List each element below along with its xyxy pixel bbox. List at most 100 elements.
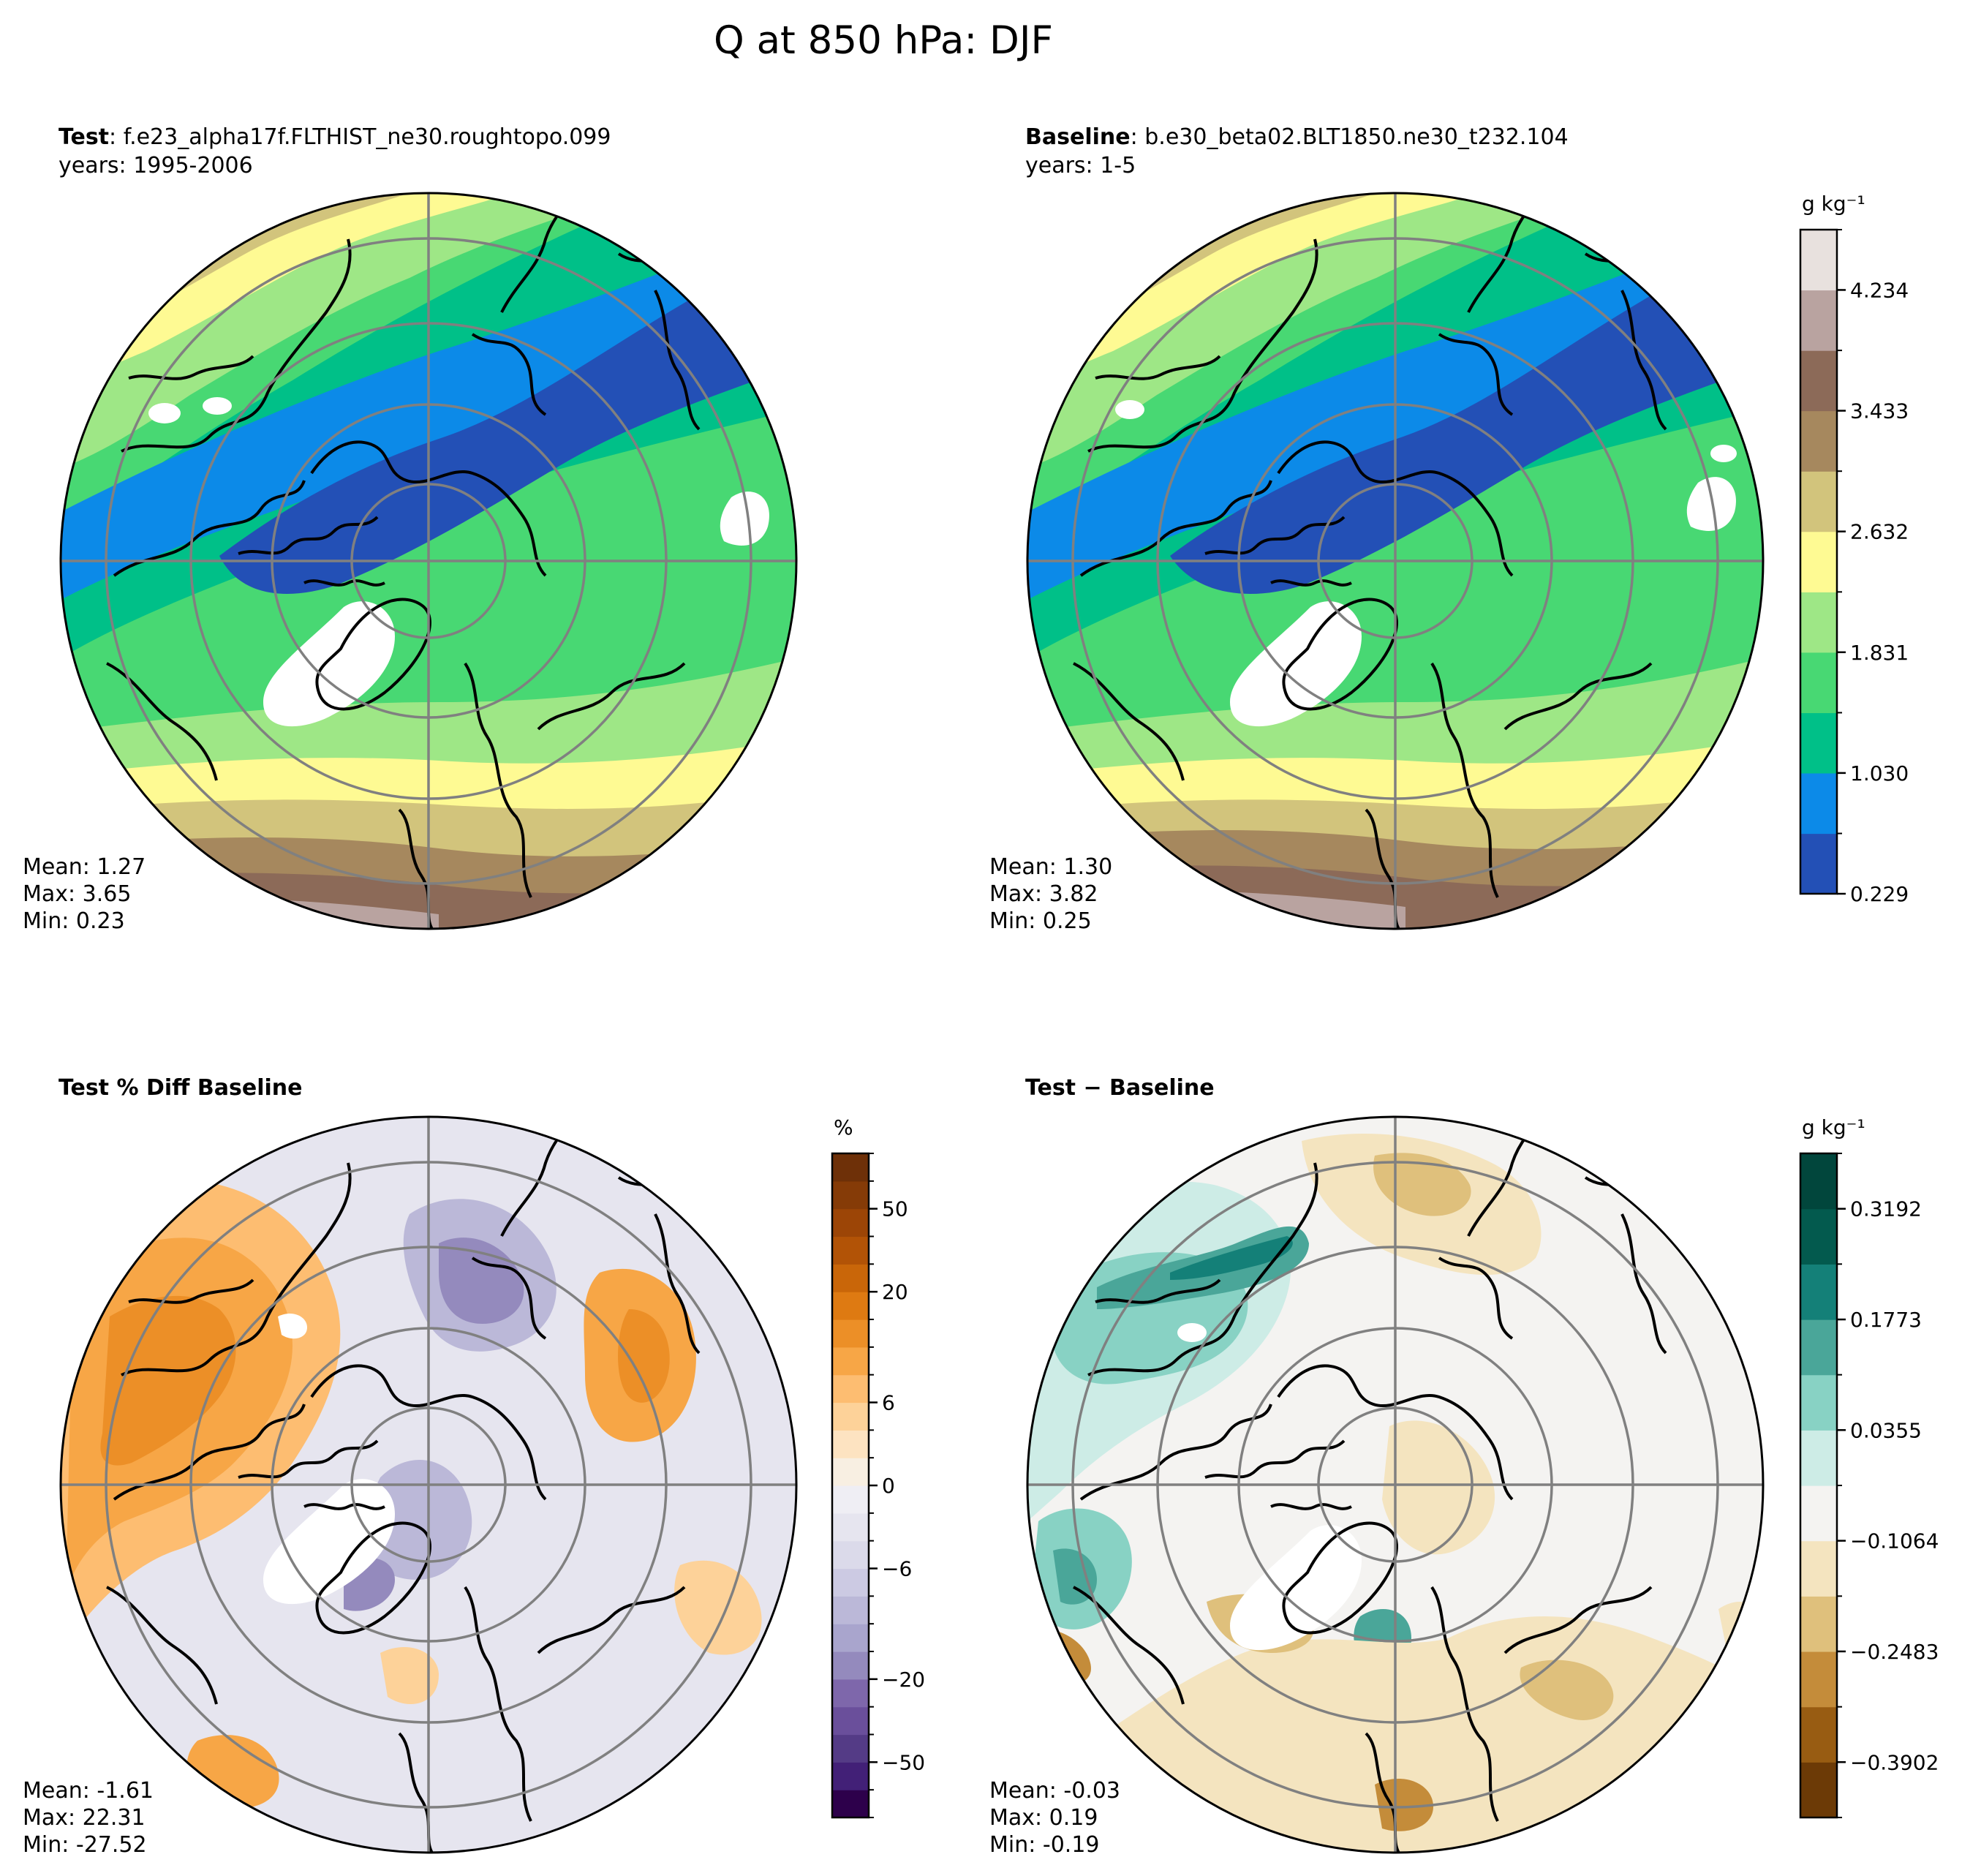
panel-test-header: Test: f.e23_alpha17f.FLTHIST_ne30.rought… (59, 124, 611, 150)
pct-diff-colorbar-units: % (834, 1115, 853, 1139)
panel-baseline-header: Baseline: b.e30_beta02.BLT1850.ne30_t232… (1025, 124, 1569, 150)
pct-diff-colorbar-swatch (832, 1264, 869, 1292)
diff-colorbar-swatch (1800, 1208, 1837, 1265)
stat-max: Max: 22.31 (23, 1805, 146, 1831)
panel-baseline: Baseline: b.e30_beta02.BLT1850.ne30_t232… (989, 124, 1765, 934)
pct-diff-colorbar-tick-label: −20 (882, 1668, 925, 1692)
map-pct-diff (61, 1117, 796, 1853)
field-colorbar-swatch (1800, 350, 1837, 412)
pct-diff-colorbar-tick-label: 50 (882, 1197, 908, 1221)
stat-min: Min: 0.23 (23, 908, 125, 934)
diff-colorbar-swatch (1800, 1319, 1837, 1376)
diff-colorbar-swatch (1800, 1596, 1837, 1652)
field-colorbar-swatch (1800, 592, 1837, 653)
stat-mean: Mean: 1.30 (989, 854, 1112, 880)
stat-min: Min: 0.25 (989, 908, 1092, 934)
stat-mean: Mean: -0.03 (989, 1778, 1120, 1804)
pct-diff-colorbar-swatch (832, 1706, 869, 1736)
diff-colorbar-swatch (1800, 1651, 1837, 1708)
field-colorbar-swatch (1800, 652, 1837, 714)
pct-diff-colorbar-tick-label: −6 (882, 1557, 912, 1581)
diff-colorbar: g kg⁻¹ 0.3192 0.1773 0.0355 −0.1064 −0.2483 −… (1799, 1115, 1939, 1819)
field-colorbar-swatch (1800, 410, 1837, 472)
pct-diff-colorbar-swatch (832, 1790, 869, 1818)
pct-diff-colorbar-swatch (832, 1596, 869, 1624)
pct-diff-colorbar-swatch (832, 1651, 869, 1680)
diff-colorbar-ticks: 0.3192 0.1773 0.0355 −0.1064 −0.2483 −0.3902 (1837, 1153, 1939, 1818)
pct-diff-colorbar-swatch (832, 1236, 869, 1265)
field-colorbar-ticks: 0.229 1.030 1.831 2.632 3.433 4.234 (1837, 229, 1909, 906)
pct-diff-colorbar-swatch (832, 1485, 869, 1514)
pct-diff-colorbar: % 50 20 6 0 −6 −20 −50 (831, 1115, 925, 1819)
field-colorbar-swatch (1800, 833, 1837, 894)
pct-diff-colorbar-swatch (832, 1540, 869, 1570)
diff-colorbar-swatch (1800, 1264, 1837, 1320)
pct-diff-colorbar-swatch (832, 1153, 869, 1182)
diff-colorbar-swatch (1800, 1762, 1837, 1818)
diff-colorbar-swatch (1800, 1430, 1837, 1486)
pct-diff-colorbar-tick-label: −50 (882, 1750, 925, 1774)
diff-colorbar-tick-label: 0.1773 (1850, 1308, 1922, 1332)
stat-mean: Mean: 1.27 (23, 854, 146, 880)
field-colorbar-tick-label: 2.632 (1850, 520, 1909, 544)
field-colorbar-tick-label: 1.831 (1850, 641, 1909, 665)
diff-colorbar-tick-label: 0.0355 (1850, 1418, 1922, 1442)
pct-diff-colorbar-swatch (832, 1292, 869, 1320)
stat-min: Min: -27.52 (23, 1832, 147, 1858)
map-test-boundary (59, 192, 798, 930)
pct-diff-colorbar-tick-label: 20 (882, 1280, 908, 1304)
stat-max: Max: 0.19 (989, 1805, 1098, 1831)
pct-diff-colorbar-swatch (832, 1180, 869, 1210)
diff-colorbar-swatch (1800, 1706, 1837, 1763)
pct-diff-colorbar-swatch (832, 1568, 869, 1597)
map-diff-boundary (1026, 1115, 1765, 1854)
pct-diff-colorbar-swatch (832, 1319, 869, 1348)
stat-min: Min: -0.19 (989, 1832, 1100, 1858)
diff-colorbar-units: g kg⁻¹ (1802, 1115, 1865, 1139)
diff-colorbar-swatch (1800, 1374, 1837, 1431)
field-colorbar-tick-label: 3.433 (1850, 399, 1909, 423)
diff-colorbar-swatches (1800, 1153, 1837, 1818)
panel-pct-diff-title: Test % Diff Baseline (59, 1075, 303, 1101)
field-colorbar-units: g kg⁻¹ (1802, 192, 1865, 216)
panel-baseline-years: years: 1-5 (1025, 153, 1136, 178)
field-colorbar-swatches (1800, 230, 1837, 894)
map-baseline-boundary (1026, 192, 1765, 930)
pct-diff-colorbar-swatch (832, 1458, 869, 1486)
pct-diff-colorbar-swatch (832, 1679, 869, 1708)
diff-colorbar-tick-label: −0.1064 (1850, 1529, 1939, 1553)
field-colorbar-swatch (1800, 712, 1837, 774)
panel-test-years: years: 1995-2006 (59, 153, 253, 178)
pct-diff-colorbar-swatch (832, 1346, 869, 1376)
field-colorbar-tick-label: 0.229 (1850, 882, 1909, 906)
map-pct-diff-boundary (59, 1115, 798, 1854)
panel-diff-title: Test − Baseline (1025, 1075, 1215, 1101)
pct-diff-colorbar-swatch (832, 1402, 869, 1431)
field-colorbar-swatch (1800, 290, 1837, 351)
field-colorbar-swatch (1800, 471, 1837, 532)
panel-diff: Test − Baseline Me (989, 1075, 1765, 1858)
pct-diff-colorbar-swatch (832, 1374, 869, 1404)
pct-diff-colorbar-ticks: 50 20 6 0 −6 −20 −50 (869, 1153, 925, 1818)
field-colorbar: g kg⁻¹ 0.229 1.030 1.831 2.632 3.433 4.234 (1799, 192, 1909, 906)
diff-colorbar-swatch (1800, 1485, 1837, 1542)
pct-diff-colorbar-swatch (832, 1762, 869, 1790)
pct-diff-colorbar-swatch (832, 1624, 869, 1652)
diff-colorbar-tick-label: −0.2483 (1850, 1640, 1939, 1664)
panel-pct-diff: Test % Diff Baseline Mean: -1.61 Max: 22… (23, 1075, 798, 1858)
figure-title: Q at 850 hPa: DJF (714, 18, 1053, 63)
stat-max: Max: 3.82 (989, 881, 1098, 907)
pct-diff-colorbar-swatch (832, 1208, 869, 1238)
diff-colorbar-tick-label: −0.3902 (1850, 1750, 1939, 1774)
diff-colorbar-swatch (1800, 1540, 1837, 1597)
stat-max: Max: 3.65 (23, 881, 131, 907)
pct-diff-colorbar-swatch (832, 1513, 869, 1542)
stat-mean: Mean: -1.61 (23, 1778, 154, 1804)
field-colorbar-tick-label: 4.234 (1850, 278, 1909, 302)
diff-colorbar-tick-label: 0.3192 (1850, 1197, 1922, 1221)
diff-colorbar-swatch (1800, 1153, 1837, 1210)
pct-diff-colorbar-swatch (832, 1734, 869, 1763)
pct-diff-colorbar-swatch (832, 1430, 869, 1458)
pct-diff-colorbar-swatches (832, 1153, 869, 1818)
